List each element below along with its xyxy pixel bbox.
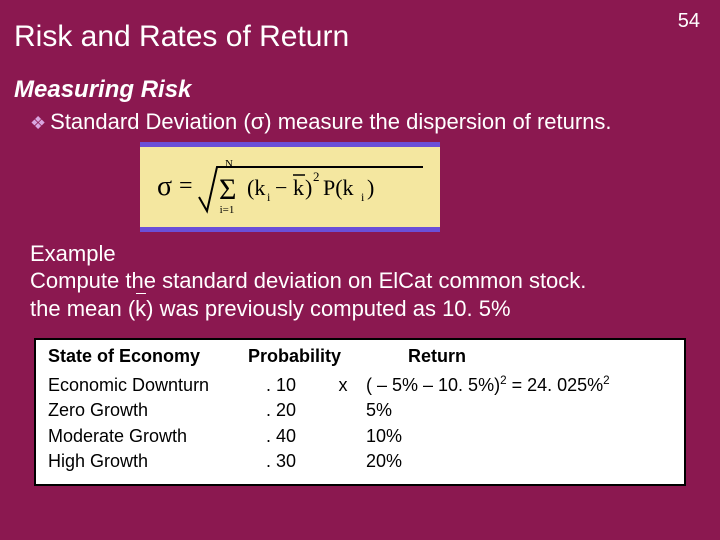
svg-text:k: k bbox=[293, 175, 304, 200]
table-row: Moderate Growth. 40 10% bbox=[48, 424, 672, 449]
cell-state: High Growth bbox=[48, 449, 248, 474]
cell-state: Moderate Growth bbox=[48, 424, 248, 449]
economy-table: State of Economy Probability Return Econ… bbox=[34, 338, 686, 486]
example-line-2: the mean (k) was previously computed as … bbox=[30, 295, 706, 323]
cell-return: 5% bbox=[358, 398, 672, 423]
svg-text:Σ: Σ bbox=[219, 173, 236, 206]
example-block: Example Compute the standard deviation o… bbox=[0, 232, 720, 323]
svg-text:i=1: i=1 bbox=[220, 204, 235, 216]
slide-title: Risk and Rates of Return bbox=[0, 0, 720, 54]
cell-probability: . 40 bbox=[248, 424, 328, 449]
diamond-icon: ❖ bbox=[30, 112, 46, 135]
svg-text:): ) bbox=[305, 175, 312, 200]
table-row: Zero Growth. 20 5% bbox=[48, 398, 672, 423]
svg-text:2: 2 bbox=[313, 169, 320, 184]
cell-probability: . 30 bbox=[248, 449, 328, 474]
k-bar: k bbox=[135, 295, 146, 323]
svg-text:−: − bbox=[275, 175, 287, 200]
example-line-1: Compute the standard deviation on ElCat … bbox=[30, 267, 706, 295]
table-body: Economic Downturn. 10x( – 5% – 10. 5%)2 … bbox=[48, 373, 672, 474]
svg-text:σ: σ bbox=[157, 171, 172, 202]
example-heading: Example bbox=[30, 240, 706, 268]
table-row: High Growth. 30 20% bbox=[48, 449, 672, 474]
cell-return: 20% bbox=[358, 449, 672, 474]
svg-text:i: i bbox=[267, 190, 271, 204]
cell-multiply: x bbox=[328, 373, 358, 398]
cell-probability: . 10 bbox=[248, 373, 328, 398]
svg-text:): ) bbox=[367, 175, 374, 200]
cell-multiply bbox=[328, 424, 358, 449]
col-header-state: State of Economy bbox=[48, 346, 248, 367]
svg-text:N: N bbox=[225, 158, 233, 170]
col-header-probability: Probability bbox=[248, 346, 378, 367]
cell-return: ( – 5% – 10. 5%)2 = 24. 025%2 bbox=[358, 373, 672, 398]
cell-multiply bbox=[328, 449, 358, 474]
col-header-return: Return bbox=[378, 346, 672, 367]
slide-subtitle: Measuring Risk bbox=[0, 54, 720, 108]
page-number: 54 bbox=[678, 10, 700, 33]
svg-text:P(k: P(k bbox=[323, 175, 354, 200]
svg-text:=: = bbox=[179, 173, 193, 199]
table-row: Economic Downturn. 10x( – 5% – 10. 5%)2 … bbox=[48, 373, 672, 398]
formula-box: σ = N Σ i=1 (k i − k ) 2 P(k i ) bbox=[140, 142, 440, 232]
cell-state: Zero Growth bbox=[48, 398, 248, 423]
cell-multiply bbox=[328, 398, 358, 423]
table-header-row: State of Economy Probability Return bbox=[48, 346, 672, 367]
sigma-formula: σ = N Σ i=1 (k i − k ) 2 P(k i ) bbox=[155, 153, 425, 219]
svg-text:(k: (k bbox=[247, 175, 265, 200]
bullet-text: Standard Deviation (σ) measure the dispe… bbox=[50, 108, 706, 136]
cell-probability: . 20 bbox=[248, 398, 328, 423]
cell-return: 10% bbox=[358, 424, 672, 449]
svg-text:i: i bbox=[361, 190, 365, 204]
cell-state: Economic Downturn bbox=[48, 373, 248, 398]
bullet-item: ❖ Standard Deviation (σ) measure the dis… bbox=[0, 108, 720, 136]
